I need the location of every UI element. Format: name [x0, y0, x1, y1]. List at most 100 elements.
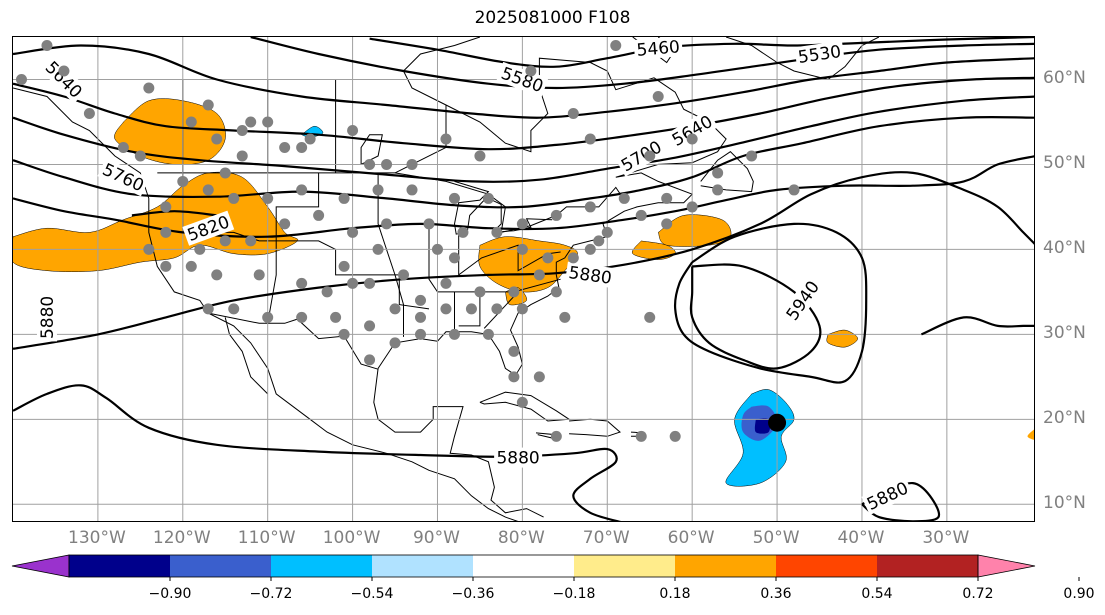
station-point: [601, 226, 613, 238]
coastline-segment: [360, 134, 383, 165]
contour-label-bg: [565, 261, 616, 289]
contour-label-bg: [494, 447, 543, 468]
contour-label: 5460: [636, 37, 681, 61]
contour-label-bg: [36, 293, 57, 342]
station-point: [457, 226, 469, 238]
station-point: [533, 371, 545, 383]
station-point: [143, 243, 155, 255]
station-point: [364, 158, 376, 170]
station-point: [440, 303, 452, 315]
station-point: [516, 243, 528, 255]
station-point: [304, 133, 316, 145]
station-point: [465, 303, 477, 315]
station-point: [550, 430, 562, 442]
station-point: [117, 141, 129, 153]
positive-anomaly-area: [13, 171, 299, 272]
station-point: [338, 260, 350, 272]
colorbar-frame: [68, 554, 979, 578]
station-point: [584, 133, 596, 145]
coastline-segment: [479, 391, 571, 422]
contour-line: [13, 115, 1034, 209]
station-point: [448, 192, 460, 204]
station-point: [143, 82, 155, 94]
longitude-label: 100°W: [322, 528, 381, 548]
station-point: [296, 184, 308, 196]
contour-line: [13, 44, 1034, 119]
contour-label-bg: [666, 109, 718, 152]
longitude-label: 90°W: [412, 528, 460, 548]
contour-label-bg: [496, 61, 549, 98]
station-point: [347, 124, 359, 136]
station-point: [610, 39, 622, 51]
station-point: [364, 277, 376, 289]
contour-line: [689, 263, 822, 370]
station-point: [296, 311, 308, 323]
station-point: [364, 354, 376, 366]
station-point: [279, 218, 291, 230]
map-canvas[interactable]: 5460 553055805640570057605820588059405880…: [13, 37, 1035, 522]
station-point: [440, 277, 452, 289]
station-point: [516, 218, 528, 230]
station-point: [491, 303, 503, 315]
contour-line: [13, 76, 1034, 151]
station-point: [559, 311, 571, 323]
positive-anomaly-area: [826, 329, 858, 348]
contour-line: [13, 155, 1034, 238]
station-point: [482, 328, 494, 340]
station-point: [584, 243, 596, 255]
station-point: [415, 328, 427, 340]
station-point: [202, 303, 214, 315]
station-point: [219, 167, 231, 179]
station-point: [788, 184, 800, 196]
positive-anomaly-area: [478, 236, 578, 293]
station-point: [381, 158, 393, 170]
contour-line: [369, 37, 1034, 68]
station-point: [372, 243, 384, 255]
station-point: [746, 150, 758, 162]
station-point: [406, 158, 418, 170]
contour-line: [13, 171, 1034, 350]
latitude-label: 60°N: [1043, 68, 1086, 89]
station-point: [508, 286, 520, 298]
station-point: [542, 252, 554, 264]
contour-label-bg: [794, 40, 845, 68]
latitude-label: 20°N: [1043, 408, 1086, 429]
coastline-segment: [700, 151, 754, 193]
station-point: [431, 243, 443, 255]
latitude-label: 40°N: [1043, 238, 1086, 259]
station-point: [415, 294, 427, 306]
station-point: [228, 192, 240, 204]
colorbar-segment: [170, 555, 271, 577]
station-point: [389, 337, 401, 349]
coastline-segment: [224, 317, 269, 395]
contour-line: [131, 210, 217, 217]
coastline-segment: [394, 105, 447, 174]
colorbar-segment: [271, 555, 372, 577]
station-point: [644, 311, 656, 323]
station-point: [279, 141, 291, 153]
station-point: [211, 269, 223, 281]
station-point: [372, 184, 384, 196]
colorbar-extension-high: [977, 554, 1036, 578]
station-point: [253, 269, 265, 281]
station-point: [58, 65, 70, 77]
storm-center: [768, 413, 787, 432]
station-point: [245, 235, 257, 247]
longitude-label: 70°W: [582, 528, 630, 548]
colorbar-tick-label: −0.72: [249, 586, 293, 602]
longitude-label: 60°W: [667, 528, 715, 548]
station-point: [584, 201, 596, 213]
station-point: [236, 124, 248, 136]
station-points: [15, 39, 800, 442]
station-point: [567, 252, 579, 264]
colorbar-tick-label: 0.54: [861, 586, 893, 602]
colorbar-segment: [69, 555, 170, 577]
map-panel[interactable]: 5460 5530 5580 5640 5700 5760 5820 5880 5940 5880…: [12, 36, 1035, 522]
station-point: [202, 99, 214, 111]
contour-label: 5760: [99, 160, 147, 196]
station-point: [262, 311, 274, 323]
station-point: [550, 286, 562, 298]
station-point: [635, 430, 647, 442]
station-point: [593, 235, 605, 247]
longitude-label: 120°W: [152, 528, 211, 548]
